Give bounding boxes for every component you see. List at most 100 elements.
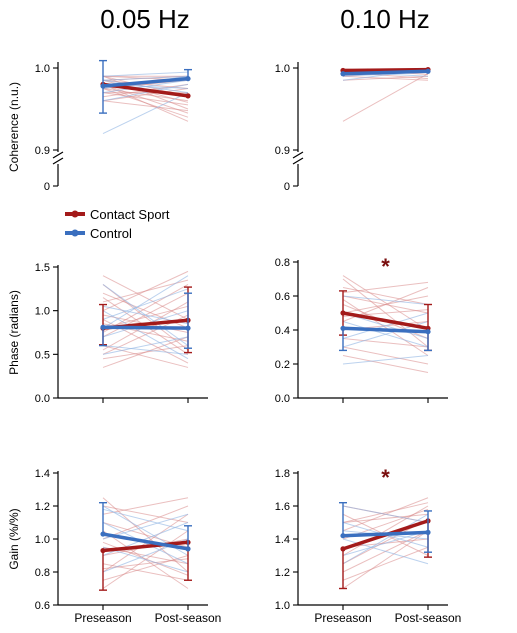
- y-tick-label: 1.6: [275, 501, 290, 513]
- x-label-preseason-left: Preseason: [74, 611, 131, 625]
- mean-line-control: [101, 76, 190, 88]
- y-tick-label: 1.5: [35, 262, 50, 274]
- subject-line-contact: [342, 346, 429, 365]
- subject-line-control: [102, 345, 189, 355]
- subject-line-control: [342, 530, 429, 556]
- mean-point-contact: [185, 93, 191, 99]
- subject-line-control: [102, 284, 189, 347]
- y-axis-label: Phase (radians): [7, 290, 21, 375]
- significance-marker: *: [381, 254, 390, 279]
- subject-line-control: [102, 288, 189, 320]
- subject-line-control: [102, 546, 189, 573]
- subject-line-contact: [342, 355, 429, 373]
- legend: Contact Sport Control: [65, 207, 170, 241]
- mean-line-contact: [341, 67, 430, 73]
- y-tick-label: 0.8: [275, 257, 290, 269]
- significance-marker: *: [381, 465, 390, 490]
- mean-point-control: [425, 329, 431, 335]
- subject-line-contact: [102, 284, 189, 333]
- subject-line-control: [342, 295, 429, 305]
- axis-break-mark: [52, 157, 64, 165]
- subject-line-control: [102, 310, 189, 360]
- subject-line-control: [342, 355, 429, 365]
- y-tick-label: 0.9: [35, 145, 50, 157]
- y-tick-label: 1.0: [35, 534, 50, 546]
- y-tick-label: 0.2: [275, 359, 290, 371]
- subject-line-contact: [102, 100, 189, 112]
- panel-gain_010: 1.0 1.2 1.4 1.6 1.8 *: [275, 465, 448, 612]
- y-tick-label: 0: [44, 181, 50, 193]
- subject-line-contact: [102, 558, 189, 570]
- mean-line-control: [341, 326, 430, 334]
- panel-phase_005: 0.0 0.5 1.0 1.5 Phase (radians): [7, 262, 208, 405]
- mean-point-contact: [340, 546, 346, 552]
- y-tick-label: 0.4: [275, 325, 290, 337]
- subject-line-control: [342, 505, 429, 523]
- axis-break-mark: [292, 151, 304, 159]
- legend-label-contact: Contact Sport: [90, 207, 170, 222]
- subject-line-contact: [102, 270, 189, 312]
- subject-line-contact: [342, 546, 429, 581]
- panel-coherence_010: 0 0.9 1.0: [275, 62, 431, 193]
- mean-point-contact: [340, 310, 346, 316]
- panel-coherence_005: 0 0.9 1.0 Coherence (n.u.): [7, 59, 192, 193]
- y-tick-label: 1.0: [275, 600, 290, 612]
- axis-break-mark: [292, 157, 304, 165]
- y-axis-label: Coherence (n.u.): [7, 82, 21, 172]
- mean-point-control: [425, 68, 431, 74]
- subject-line-control: [342, 312, 429, 339]
- y-tick-label: 1.4: [35, 468, 50, 480]
- y-tick-label: 0.9: [275, 145, 290, 157]
- subject-line-contact: [342, 281, 429, 294]
- subject-line-control: [102, 83, 189, 102]
- mean-point-control: [100, 83, 106, 89]
- legend-marker-control: [71, 229, 79, 237]
- x-label-preseason-right: Preseason: [314, 611, 371, 625]
- subject-line-control: [102, 336, 189, 355]
- panel-gain_005: 0.6 0.8 1.0 1.2 1.4 Gain (%/%): [7, 468, 208, 612]
- mean-point-control: [340, 325, 346, 331]
- mean-point-control: [425, 529, 431, 536]
- subject-line-contact: [102, 505, 189, 540]
- subject-line-contact: [102, 505, 189, 523]
- subject-line-contact: [102, 345, 189, 360]
- y-axis-label: Gain (%/%): [7, 508, 21, 569]
- y-tick-label: 0.8: [35, 567, 50, 579]
- subject-line-contact: [102, 275, 189, 320]
- subject-line-contact: [102, 345, 189, 368]
- subject-line-contact: [342, 287, 429, 305]
- y-tick-label: 0.0: [35, 393, 50, 405]
- mean-line-contact: [341, 311, 430, 331]
- subject-line-control: [102, 79, 189, 94]
- mean-point-control: [185, 546, 191, 552]
- subject-line-control: [102, 275, 189, 329]
- mean-line-control: [341, 530, 430, 538]
- mean-point-control: [100, 531, 106, 537]
- subject-line-contact: [102, 497, 189, 515]
- axis-break-mark: [52, 151, 64, 159]
- subject-line-control: [342, 321, 429, 348]
- mean-line-control: [341, 69, 430, 76]
- mean-line-control: [101, 532, 190, 551]
- panel-phase_010: 0.0 0.2 0.4 0.6 0.8 *: [275, 254, 448, 405]
- mean-point-contact: [100, 547, 106, 554]
- subject-line-contact: [342, 502, 429, 523]
- mean-point-control: [185, 76, 191, 82]
- subject-line-contact: [342, 530, 429, 589]
- column-title-010: 0.10 Hz: [340, 4, 430, 34]
- legend-label-control: Control: [90, 226, 132, 241]
- y-tick-label: 0.6: [35, 600, 50, 612]
- y-tick-label: 0: [284, 181, 290, 193]
- mean-point-control: [340, 533, 346, 539]
- legend-marker-contact: [71, 210, 79, 218]
- subject-line-contact: [102, 563, 189, 581]
- mean-line-contact: [101, 540, 190, 553]
- subject-line-control: [102, 75, 189, 81]
- y-tick-label: 0.0: [275, 393, 290, 405]
- x-label-postseason-left: Post-season: [155, 611, 222, 625]
- subject-line-control: [102, 508, 189, 532]
- y-tick-label: 1.2: [275, 567, 290, 579]
- mean-line-control: [101, 325, 190, 330]
- subject-line-contact: [342, 295, 429, 314]
